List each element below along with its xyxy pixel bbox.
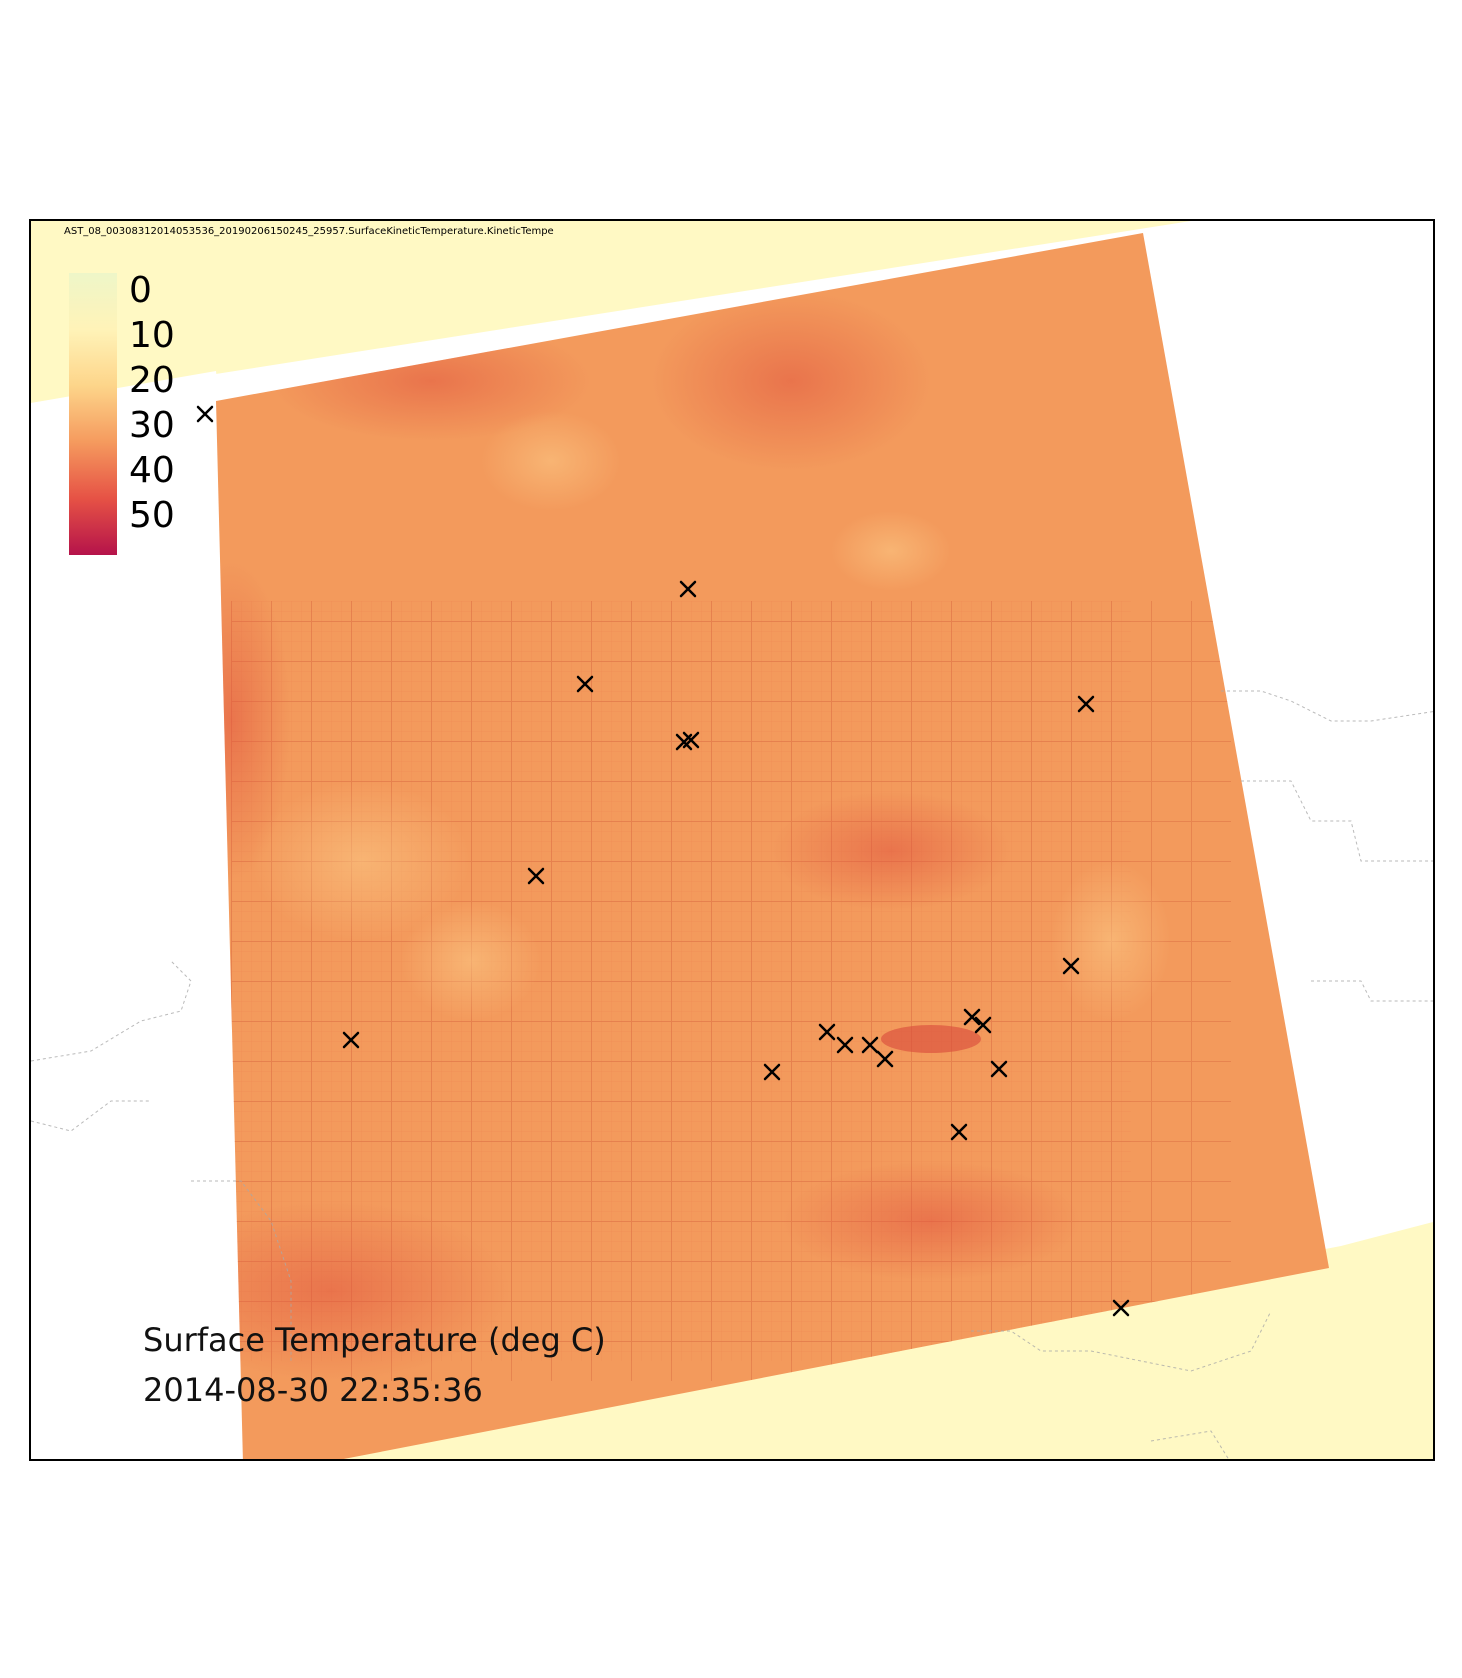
x-marker-icon xyxy=(1062,957,1080,975)
x-marker-icon xyxy=(818,1023,836,1041)
x-marker-icon xyxy=(763,1063,781,1081)
x-marker-icon xyxy=(527,867,545,885)
x-marker-icon xyxy=(950,1123,968,1141)
x-marker-icon xyxy=(974,1016,992,1034)
x-marker-icon xyxy=(679,580,697,598)
boundary-lines xyxy=(31,690,1433,1459)
legend-label: 10 xyxy=(129,315,175,356)
x-marker-icon xyxy=(196,405,214,423)
legend-label: 20 xyxy=(129,360,175,401)
x-marker-icon xyxy=(861,1036,879,1054)
x-marker-icon xyxy=(682,731,700,749)
source-file-name: AST_08_00308312014053536_20190206150245_… xyxy=(64,226,554,237)
map-caption-timestamp: 2014-08-30 22:35:36 xyxy=(143,1371,483,1409)
x-marker-icon xyxy=(990,1060,1008,1078)
x-marker-icon xyxy=(576,675,594,693)
legend-label: 30 xyxy=(129,405,175,446)
x-marker-icon xyxy=(1112,1299,1130,1317)
legend-label: 0 xyxy=(129,270,152,311)
map-frame: AST_08_00308312014053536_20190206150245_… xyxy=(29,219,1435,1461)
legend-label: 40 xyxy=(129,450,175,491)
color-legend: 0 10 20 30 40 50 xyxy=(69,273,259,563)
x-marker-icon xyxy=(342,1031,360,1049)
x-marker-icon xyxy=(836,1036,854,1054)
map-caption-title: Surface Temperature (deg C) xyxy=(143,1321,606,1359)
x-marker-icon xyxy=(876,1050,894,1068)
x-marker-icon xyxy=(963,1008,981,1026)
legend-label: 50 xyxy=(129,495,175,536)
x-marker-icon xyxy=(1077,695,1095,713)
marker-layer xyxy=(196,405,1130,1317)
legend-color-ramp xyxy=(69,273,117,555)
map-canvas xyxy=(31,221,1433,1459)
